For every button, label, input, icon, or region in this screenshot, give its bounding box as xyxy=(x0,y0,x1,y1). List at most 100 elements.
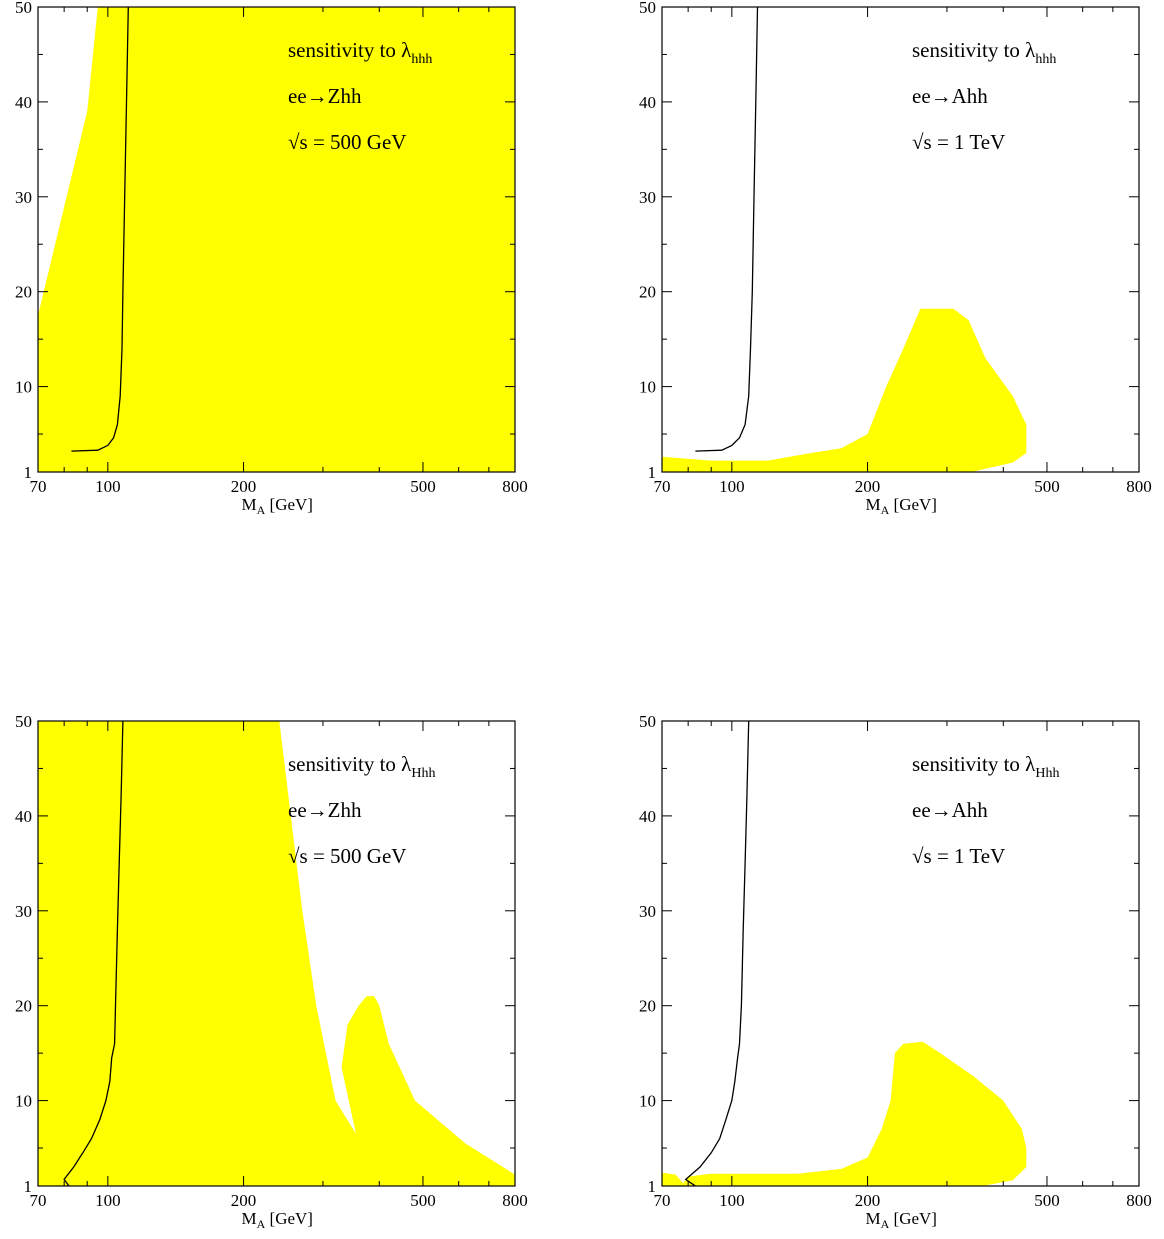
annotation-text: √s = 1 TeV xyxy=(912,844,1005,868)
x-tick-label: 100 xyxy=(95,477,121,496)
annotation-0: sensitivity to λhhh xyxy=(288,38,432,67)
x-axis-label-unit: [GeV] xyxy=(265,495,313,514)
sensitivity-regions xyxy=(662,7,1027,472)
annotation-text: √s = 500 GeV xyxy=(288,130,406,154)
y-tick-label: 30 xyxy=(639,902,656,921)
x-tick-label: 500 xyxy=(1034,477,1060,496)
y-tick-label: 50 xyxy=(639,0,656,17)
y-tick-label: 20 xyxy=(639,997,656,1016)
x-tick-label: 70 xyxy=(654,1191,671,1210)
annotation-text: ee→Zhh xyxy=(288,84,362,108)
annotation-0: sensitivity to λHhh xyxy=(912,752,1059,781)
contour-line-0 xyxy=(684,721,750,1186)
annotation-0: sensitivity to λhhh xyxy=(912,38,1056,67)
y-tick-label: 10 xyxy=(639,1092,656,1111)
annotation-text: sensitivity to λ xyxy=(912,752,1036,776)
plot-frame xyxy=(661,720,1140,1187)
annotation-2: √s = 500 GeV xyxy=(288,844,406,868)
x-axis-label-sub: A xyxy=(881,1217,890,1231)
y-tick-label: 1 xyxy=(24,1177,33,1196)
x-axis-label-unit: [GeV] xyxy=(265,1209,313,1228)
annotation-2: √s = 500 GeV xyxy=(288,130,406,154)
y-tick-label: 50 xyxy=(15,0,32,17)
y-tick-label: 1 xyxy=(648,463,657,482)
annotation-text: ee→Zhh xyxy=(288,798,362,822)
x-axis-label: MA [GeV] xyxy=(866,1209,937,1231)
x-tick-label: 70 xyxy=(30,1191,47,1210)
y-tick-label: 20 xyxy=(639,283,656,302)
y-tick-label: 50 xyxy=(639,712,656,731)
y-tick-label: 1 xyxy=(648,1177,657,1196)
x-tick-label: 200 xyxy=(855,1191,881,1210)
sensitivity-region-0 xyxy=(662,308,1027,472)
x-tick-label: 100 xyxy=(719,477,745,496)
plot-frame xyxy=(37,720,516,1187)
annotation-text: √s = 500 GeV xyxy=(288,844,406,868)
annotation-2: √s = 1 TeV xyxy=(912,130,1005,154)
y-tick-label: 30 xyxy=(639,188,656,207)
y-tick-label: 20 xyxy=(15,283,32,302)
annotation-text: √s = 1 TeV xyxy=(912,130,1005,154)
annotation-0: sensitivity to λHhh xyxy=(288,752,435,781)
x-tick-label: 800 xyxy=(1126,477,1152,496)
y-tick-label: 10 xyxy=(15,1092,32,1111)
x-tick-label: 500 xyxy=(410,1191,436,1210)
annotation-2: √s = 1 TeV xyxy=(912,844,1005,868)
annotation-1: ee→Ahh xyxy=(912,798,988,822)
x-tick-label: 800 xyxy=(1126,1191,1152,1210)
annotation-sub: hhh xyxy=(411,52,432,67)
x-axis-label-unit: [GeV] xyxy=(889,495,937,514)
sensitivity-region-0 xyxy=(38,7,515,472)
annotation-text: ee→Ahh xyxy=(912,798,988,822)
y-tick-label: 1 xyxy=(24,463,33,482)
y-tick-label: 40 xyxy=(639,93,656,112)
y-tick-label: 30 xyxy=(15,902,32,921)
annotation-1: ee→Zhh xyxy=(288,84,362,108)
plot-frame xyxy=(661,6,1140,473)
x-axis-label-sub: A xyxy=(257,503,266,517)
annotation-text: sensitivity to λ xyxy=(912,38,1036,62)
y-tick-label: 40 xyxy=(639,807,656,826)
x-axis-label-main: M xyxy=(242,495,257,514)
x-axis-label-main: M xyxy=(866,495,881,514)
x-tick-label: 100 xyxy=(719,1191,745,1210)
x-axis-label-unit: [GeV] xyxy=(889,1209,937,1228)
plot-frame xyxy=(37,6,516,473)
x-axis-label-sub: A xyxy=(257,1217,266,1231)
x-axis-label-main: M xyxy=(242,1209,257,1228)
annotation-text: ee→Ahh xyxy=(912,84,988,108)
plot-top-left: 1 10 20 30 40 50 70 100 200 500 800 MA [GeV] sensiti… xyxy=(15,0,528,517)
sensitivity-regions xyxy=(38,721,515,1186)
y-tick-label: 10 xyxy=(15,378,32,397)
x-axis-label-sub: A xyxy=(881,503,890,517)
y-tick-label: 20 xyxy=(15,997,32,1016)
y-tick-label: 10 xyxy=(639,378,656,397)
annotation-1: ee→Zhh xyxy=(288,798,362,822)
x-axis-label: MA [GeV] xyxy=(242,1209,313,1231)
annotation-text: sensitivity to λ xyxy=(288,752,412,776)
plot-bottom-right: 1 10 20 30 40 50 70 100 200 500 800 MA [GeV] sensiti… xyxy=(639,712,1152,1231)
y-tick-label: 30 xyxy=(15,188,32,207)
plot-bottom-left: 1 10 20 30 40 50 70 100 200 500 800 MA [GeV] sensiti… xyxy=(15,712,528,1231)
x-tick-label: 800 xyxy=(502,477,528,496)
x-tick-label: 200 xyxy=(231,477,257,496)
x-tick-label: 500 xyxy=(1034,1191,1060,1210)
x-tick-label: 70 xyxy=(30,477,47,496)
annotation-text: sensitivity to λ xyxy=(288,38,412,62)
contour-line-0 xyxy=(695,7,759,452)
y-tick-label: 40 xyxy=(15,93,32,112)
sensitivity-region-0 xyxy=(38,721,515,1186)
x-tick-label: 70 xyxy=(654,477,671,496)
x-axis-label: MA [GeV] xyxy=(866,495,937,517)
x-tick-label: 200 xyxy=(231,1191,257,1210)
annotation-1: ee→Ahh xyxy=(912,84,988,108)
sensitivity-region-0 xyxy=(662,1041,1027,1186)
annotation-sub: hhh xyxy=(1035,52,1056,67)
x-axis-label-main: M xyxy=(866,1209,881,1228)
x-tick-label: 500 xyxy=(410,477,436,496)
contour-line-0 xyxy=(63,721,124,1186)
sensitivity-regions xyxy=(38,7,515,472)
sensitivity-regions xyxy=(662,721,1027,1186)
plot-top-right: 1 10 20 30 40 50 70 100 200 500 800 MA [GeV] sensiti… xyxy=(639,0,1152,517)
